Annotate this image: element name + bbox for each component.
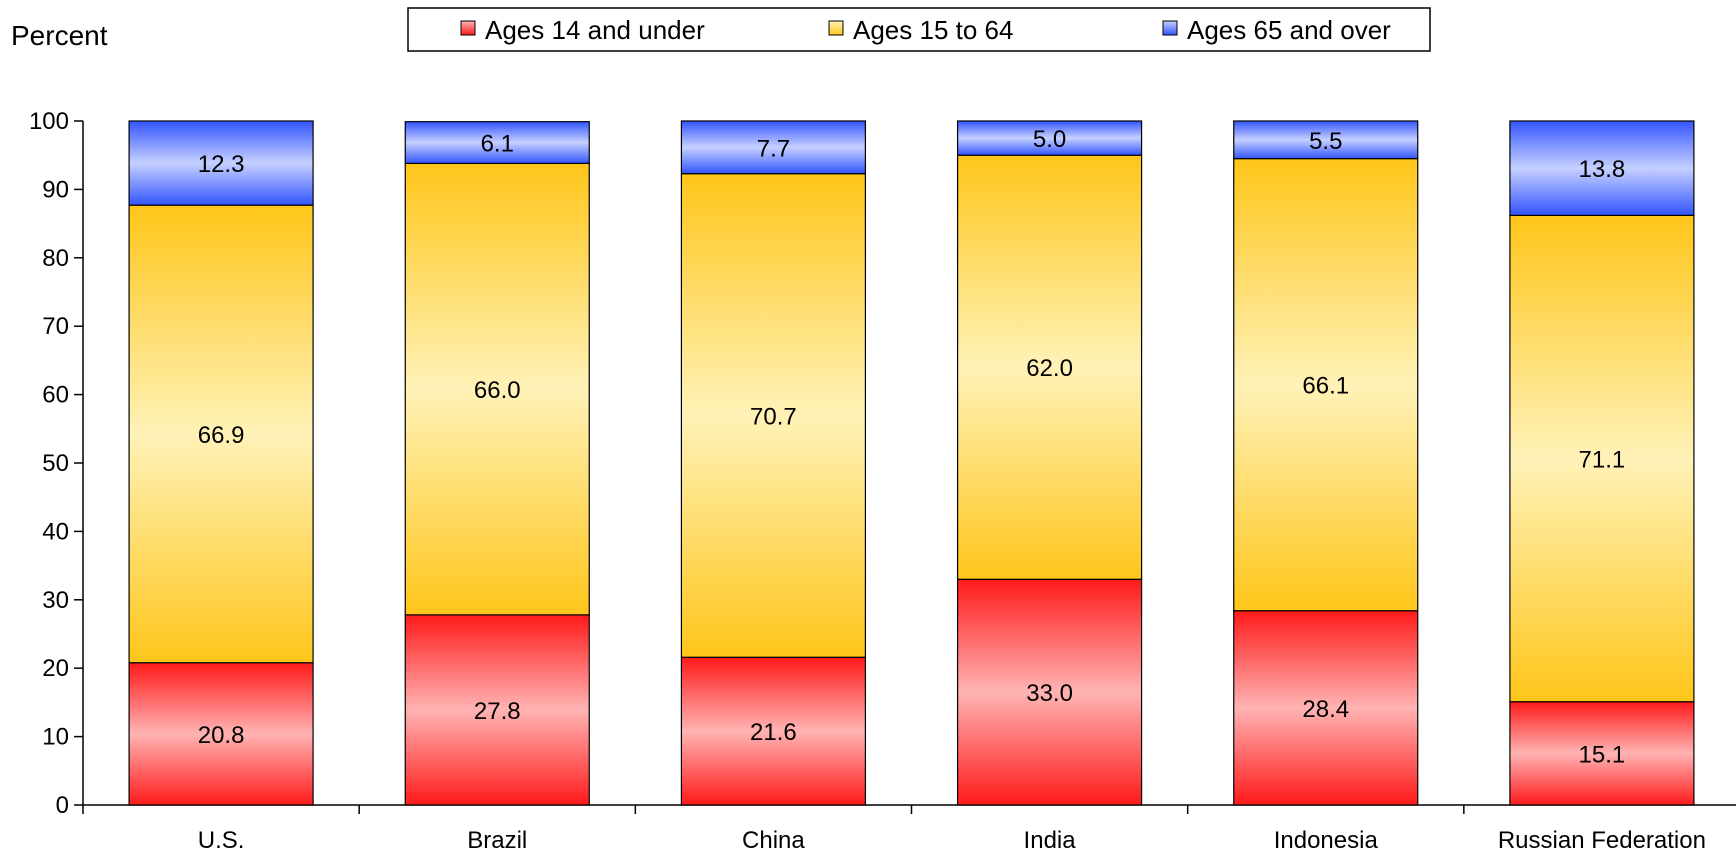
y-tick-label: 60 [42,382,69,409]
y-tick-label: 90 [42,176,69,203]
bar-group-brazil: 27.8 66.0 6.1 [404,121,590,806]
y-tick-label: 100 [29,108,69,135]
data-label-ages-65-and-over-brazil: 6.1 [481,131,514,158]
x-tick-label-brazil: Brazil [467,827,527,853]
data-label-ages-15-to-64-russian-federation: 71.1 [1579,447,1626,474]
data-label-ages-15-to-64-india: 62.0 [1026,355,1073,382]
data-label-ages-65-and-over-india: 5.0 [1033,126,1066,153]
bar-ages-65-and-over-china [680,120,867,175]
bar-ages-65-and-over-brazil [404,121,590,165]
data-label-ages-65-and-over-indonesia: 5.5 [1309,128,1342,155]
data-label-ages-65-and-over-china: 7.7 [757,135,790,162]
bar-ages-15-to-64-china [680,173,867,658]
y-tick-label: 40 [42,518,69,545]
bar-ages-14-and-under-china [680,656,867,806]
bar-ages-65-and-over-indonesia [1233,120,1419,160]
data-label-ages-15-to-64-brazil: 66.0 [474,377,521,404]
legend-box [407,7,1431,52]
bar-ages-14-and-under-russian-federation [1509,701,1695,806]
y-tick-label: 10 [42,724,69,751]
y-tick-label: 30 [42,587,69,614]
data-label-ages-14-and-under-russian-federation: 15.1 [1579,741,1626,768]
bar-ages-15-to-64-russian-federation [1509,214,1695,703]
x-tick-label-india: India [1024,827,1077,853]
x-tick-label-china: China [742,827,805,853]
bars: 20.8 66.9 12.3 27.8 66.0 6.1 21.6 70.7 7.7 33.0 62… [128,120,1695,806]
y-tick-label: 0 [56,792,69,819]
bar-ages-15-to-64-india [956,154,1143,580]
bar-group-indonesia: 28.4 66.1 5.5 [1233,120,1419,806]
y-tick-label: 80 [42,245,69,272]
legend-label-ages-15-to-64: Ages 15 to 64 [853,15,1013,45]
data-label-ages-14-and-under-china: 21.6 [750,719,797,746]
data-label-ages-65-and-over-u-s: 12.3 [198,151,245,178]
legend-swatch-ages-15-to-64 [828,20,844,36]
y-tick-label: 50 [42,450,69,477]
data-label-ages-14-and-under-indonesia: 28.4 [1302,696,1349,723]
legend: Ages 14 and under Ages 15 to 64 Ages 65 an… [407,7,1431,52]
data-label-ages-15-to-64-china: 70.7 [750,403,797,430]
bar-ages-15-to-64-u-s [128,204,314,664]
bar-ages-14-and-under-indonesia [1233,610,1419,806]
data-label-ages-14-and-under-u-s: 20.8 [198,722,245,749]
data-label-ages-14-and-under-brazil: 27.8 [474,698,521,725]
bar-ages-65-and-over-u-s [128,120,314,206]
bar-ages-14-and-under-india [956,578,1143,806]
bar-ages-65-and-over-india [956,120,1143,156]
bar-ages-15-to-64-brazil [404,162,590,616]
bar-group-india: 33.0 62.0 5.0 [956,120,1143,806]
data-label-ages-15-to-64-u-s: 66.9 [198,422,245,449]
x-tick-label-indonesia: Indonesia [1274,827,1379,853]
legend-label-ages-65-and-over: Ages 65 and over [1187,15,1391,45]
y-axis: 0 10 20 30 40 50 60 70 80 90 100 [29,108,84,819]
bar-group-u-s: 20.8 66.9 12.3 [128,120,314,806]
legend-swatch-ages-14-and-under [460,20,476,36]
x-axis: U.S. Brazil China India Indonesia Russian Fed… [82,804,1736,853]
data-label-ages-65-and-over-russian-federation: 13.8 [1579,156,1626,183]
data-label-ages-14-and-under-india: 33.0 [1026,680,1073,707]
y-tick-label: 20 [42,655,69,682]
legend-label-ages-14-and-under: Ages 14 and under [485,15,705,45]
data-label-ages-15-to-64-indonesia: 66.1 [1302,373,1349,400]
y-tick-label: 70 [42,313,69,340]
bar-ages-14-and-under-brazil [404,614,590,806]
x-tick-label-u-s: U.S. [198,827,245,853]
y-axis-title: Percent [11,20,108,51]
legend-swatch-ages-65-and-over [1162,20,1178,36]
bar-group-china: 21.6 70.7 7.7 [680,120,867,806]
bar-group-russian-federation: 15.1 71.1 13.8 [1509,120,1695,806]
bar-ages-65-and-over-russian-federation [1509,120,1695,216]
bar-ages-14-and-under-u-s [128,662,314,806]
x-tick-label-russian-federation: Russian Federation [1498,827,1706,853]
